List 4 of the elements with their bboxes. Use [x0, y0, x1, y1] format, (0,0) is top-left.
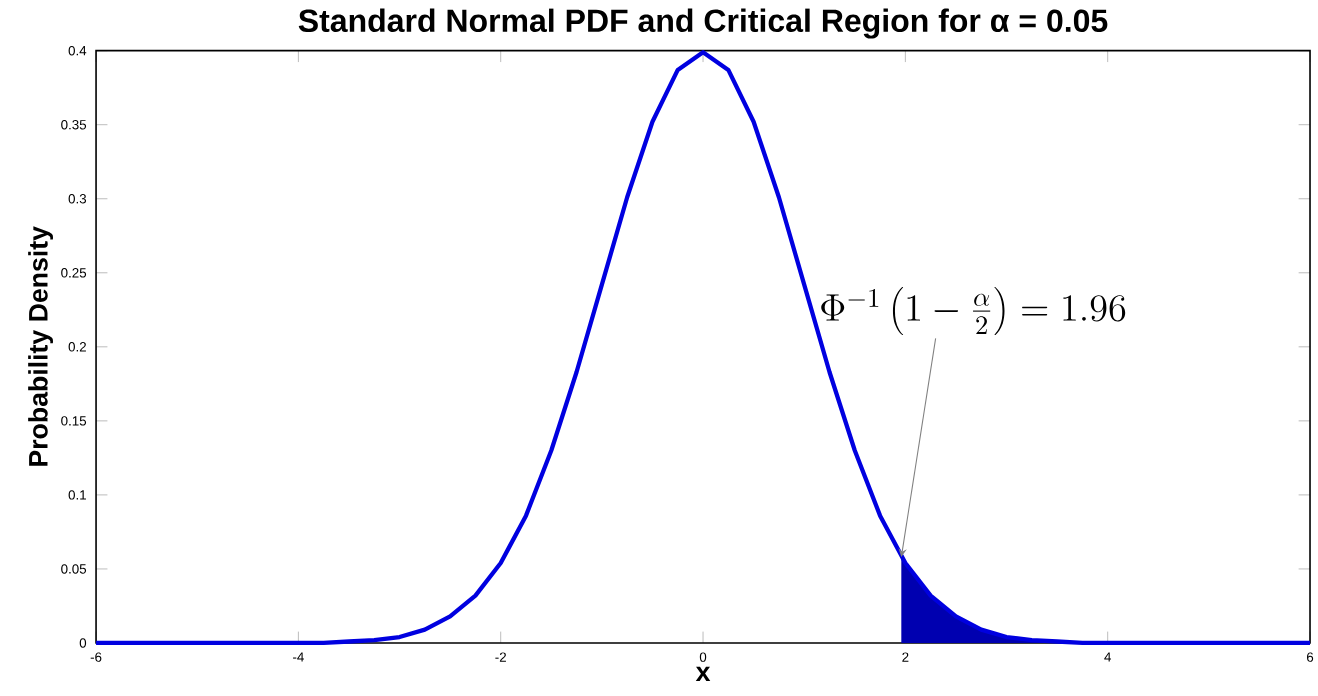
chart-title: Standard Normal PDF and Critical Region for α = 0.05: [298, 8, 1108, 39]
annotation: $\Phi^{-1}\left(1-\frac{\alpha}{2}\right)=1.96$: [821, 286, 1126, 335]
x-axis-title: x: [695, 666, 711, 681]
y-axis-title: Probability Density: [28, 226, 53, 466]
